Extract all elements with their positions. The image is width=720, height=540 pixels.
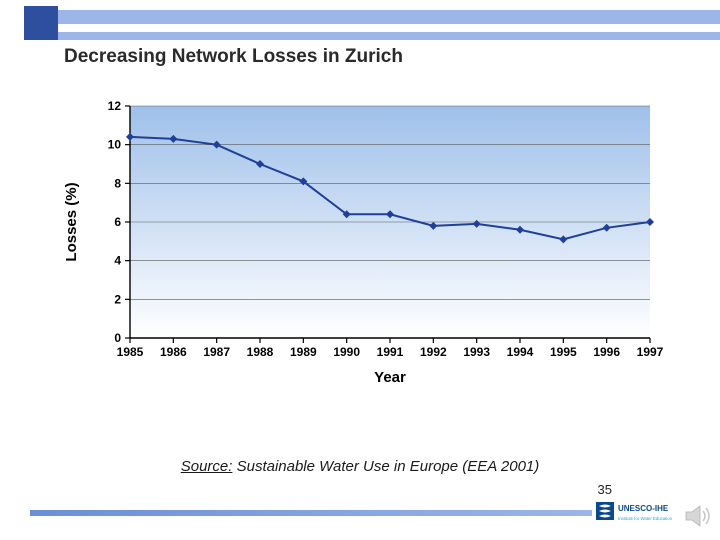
page-number: 35 — [598, 482, 612, 497]
svg-text:1985: 1985 — [117, 345, 144, 359]
logo-svg: UNESCO-IHE Institute for Water Education — [596, 500, 678, 528]
svg-text:1994: 1994 — [507, 345, 534, 359]
svg-text:8: 8 — [114, 176, 121, 190]
svg-text:1997: 1997 — [637, 345, 664, 359]
header-decor — [0, 0, 720, 44]
svg-text:1991: 1991 — [377, 345, 404, 359]
svg-text:12: 12 — [108, 99, 122, 113]
svg-text:1986: 1986 — [160, 345, 187, 359]
decor-square — [24, 6, 58, 40]
svg-text:1989: 1989 — [290, 345, 317, 359]
svg-text:4: 4 — [114, 254, 121, 268]
unesco-ihe-logo: UNESCO-IHE Institute for Water Education — [596, 500, 678, 528]
decor-bar-bottom — [58, 32, 720, 40]
speaker-icon[interactable] — [684, 502, 714, 530]
decor-bar-top — [58, 10, 720, 24]
chart-svg: 0 2 4 6 8 10 12 1985 1986 1987 1988 1989 1990 1991 199… — [54, 96, 664, 406]
svg-text:1993: 1993 — [463, 345, 490, 359]
svg-text:1995: 1995 — [550, 345, 577, 359]
svg-text:UNESCO-IHE: UNESCO-IHE — [618, 504, 669, 513]
svg-text:1996: 1996 — [593, 345, 620, 359]
svg-text:1990: 1990 — [333, 345, 360, 359]
svg-text:2: 2 — [114, 292, 121, 306]
svg-text:Year: Year — [374, 369, 406, 386]
svg-text:0: 0 — [114, 331, 121, 345]
svg-text:Losses (%): Losses (%) — [63, 182, 80, 261]
svg-text:1992: 1992 — [420, 345, 447, 359]
losses-chart: 0 2 4 6 8 10 12 1985 1986 1987 1988 1989 1990 1991 199… — [54, 96, 664, 406]
svg-text:6: 6 — [114, 215, 121, 229]
svg-text:1988: 1988 — [247, 345, 274, 359]
slide-title: Decreasing Network Losses in Zurich — [64, 46, 403, 68]
footer-bar — [30, 510, 592, 516]
svg-text:1987: 1987 — [203, 345, 230, 359]
source-prefix: Source: — [181, 458, 233, 475]
svg-text:Institute for Water Education: Institute for Water Education — [618, 516, 673, 521]
svg-text:10: 10 — [108, 138, 122, 152]
source-text: Sustainable Water Use in Europe (EEA 200… — [237, 458, 540, 475]
source-citation: Source: Sustainable Water Use in Europe … — [0, 458, 720, 475]
